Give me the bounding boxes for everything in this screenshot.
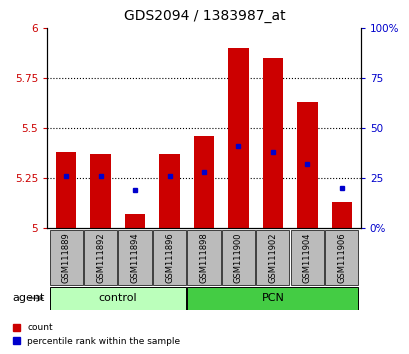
Bar xyxy=(262,58,283,228)
Text: GSM111904: GSM111904 xyxy=(302,232,311,283)
FancyBboxPatch shape xyxy=(324,230,357,285)
Text: GSM111906: GSM111906 xyxy=(337,232,346,283)
FancyBboxPatch shape xyxy=(187,287,357,310)
Text: GSM111900: GSM111900 xyxy=(234,232,243,283)
Text: GSM111902: GSM111902 xyxy=(268,232,277,283)
Text: GSM111896: GSM111896 xyxy=(164,232,173,283)
FancyBboxPatch shape xyxy=(118,230,151,285)
Bar xyxy=(90,154,111,228)
FancyBboxPatch shape xyxy=(49,287,186,310)
FancyBboxPatch shape xyxy=(49,230,83,285)
Text: control: control xyxy=(98,293,137,303)
Text: GDS2094 / 1383987_at: GDS2094 / 1383987_at xyxy=(124,9,285,23)
FancyBboxPatch shape xyxy=(221,230,254,285)
Bar xyxy=(331,202,351,228)
Legend: count, percentile rank within the sample: count, percentile rank within the sample xyxy=(13,324,180,346)
Text: GSM111892: GSM111892 xyxy=(96,232,105,283)
FancyBboxPatch shape xyxy=(153,230,186,285)
Text: GSM111898: GSM111898 xyxy=(199,232,208,283)
Text: PCN: PCN xyxy=(261,293,284,303)
Bar xyxy=(56,152,76,228)
FancyBboxPatch shape xyxy=(290,230,323,285)
FancyBboxPatch shape xyxy=(256,230,289,285)
FancyBboxPatch shape xyxy=(187,230,220,285)
Text: GSM111894: GSM111894 xyxy=(130,232,139,283)
FancyBboxPatch shape xyxy=(84,230,117,285)
Bar xyxy=(159,154,180,228)
Text: GSM111889: GSM111889 xyxy=(61,232,70,283)
Bar xyxy=(296,102,317,228)
Bar xyxy=(193,136,214,228)
Bar xyxy=(227,48,248,228)
Bar xyxy=(124,214,145,228)
Text: agent: agent xyxy=(13,293,45,303)
